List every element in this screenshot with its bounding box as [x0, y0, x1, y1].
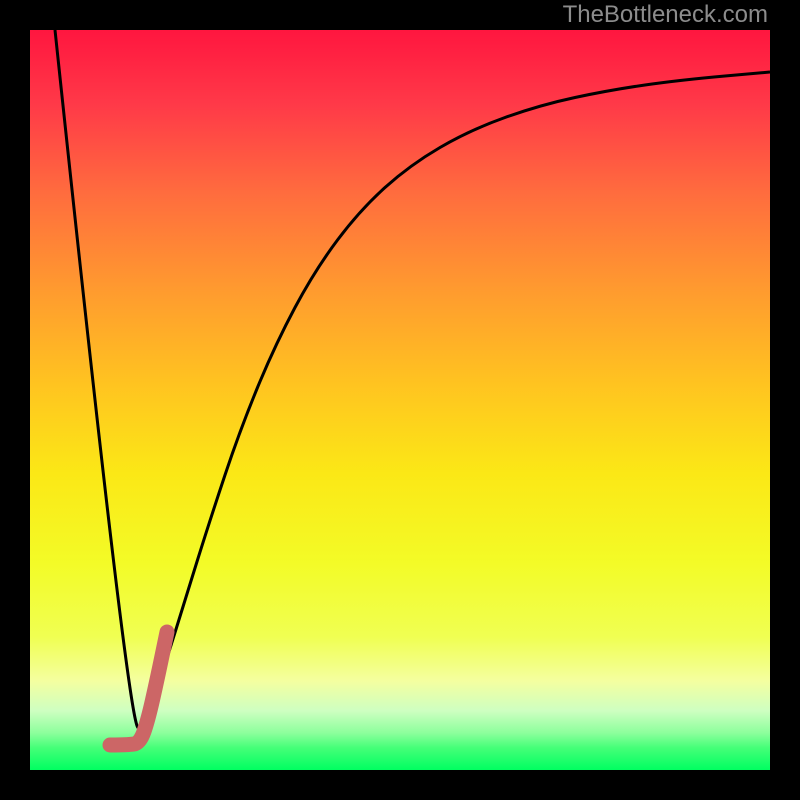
watermark-text: TheBottleneck.com — [563, 1, 768, 29]
chart-container: TheBottleneck.com — [0, 0, 800, 800]
plot-background — [30, 30, 770, 770]
chart-svg — [0, 0, 800, 800]
